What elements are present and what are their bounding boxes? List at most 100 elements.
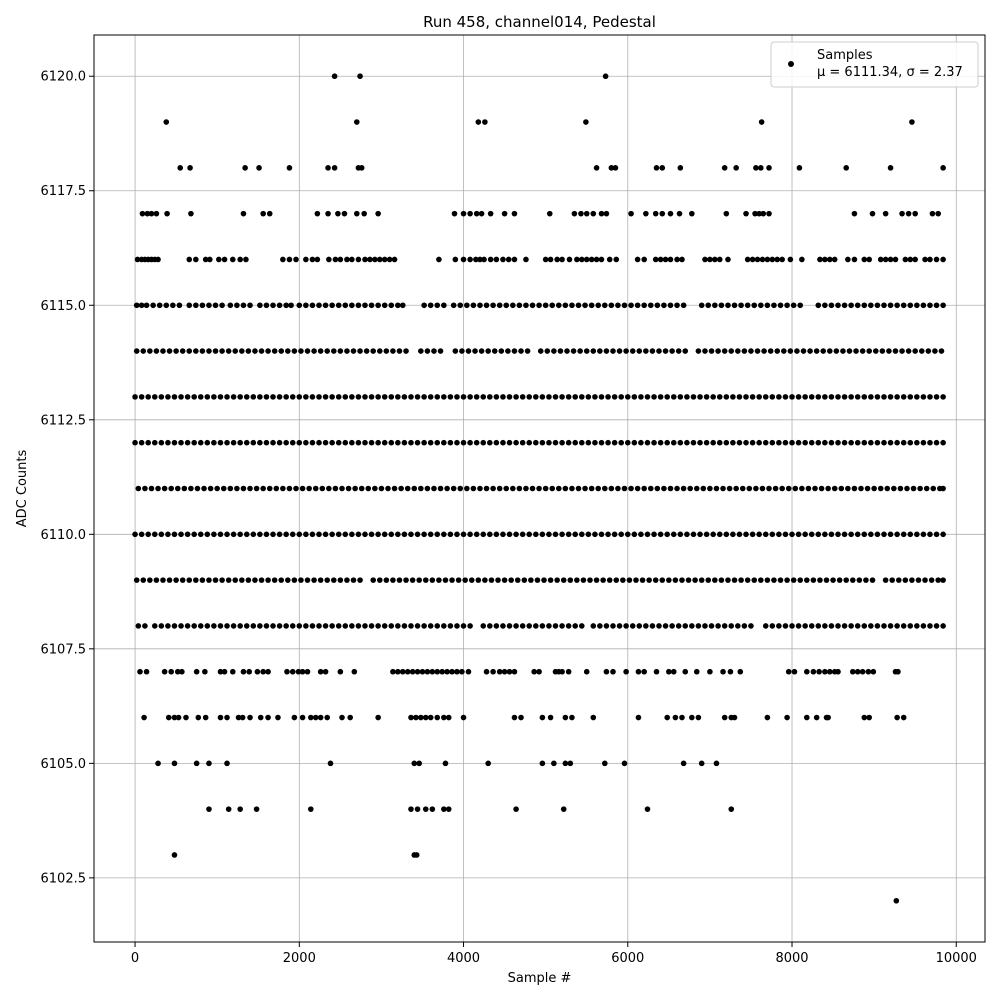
data-point [133,348,140,354]
data-point [815,302,822,309]
data-point [191,531,197,538]
data-point [454,394,460,400]
data-point [224,714,230,721]
data-point [705,577,712,583]
data-point [902,577,909,583]
data-point [895,668,901,675]
data-point [342,394,349,400]
data-point [434,623,441,629]
data-point [564,348,570,354]
data-point [138,531,145,538]
data-point [667,256,674,263]
data-point [455,577,462,583]
data-point [408,714,414,721]
data-point [247,302,253,309]
data-point [789,439,795,446]
data-point [174,485,181,492]
data-point [408,531,414,538]
data-point [861,714,868,721]
data-point [822,439,828,446]
data-point [229,668,236,675]
data-point [825,485,831,492]
data-point [252,577,258,583]
data-point [822,302,828,309]
data-point [769,394,776,400]
data-point [578,210,584,217]
data-point [523,256,529,263]
data-point [841,623,848,629]
data-point [570,348,577,354]
data-point [598,439,605,446]
data-point [414,668,421,675]
data-point [674,256,680,263]
data-point [835,668,841,675]
data-point [758,165,764,171]
data-point [206,256,213,263]
data-point [771,577,777,583]
data-point [861,394,868,400]
data-point [835,439,841,446]
data-point [895,577,902,583]
data-point [863,577,869,583]
data-point [197,439,204,446]
data-point [595,485,602,492]
data-point [186,302,193,309]
data-point [677,439,684,446]
data-point [874,623,881,629]
data-point [841,394,848,400]
data-point [493,623,500,629]
data-point [303,623,309,629]
data-point [191,394,197,400]
data-point [854,623,861,629]
data-point [539,439,546,446]
data-point [275,714,281,721]
data-point [434,531,441,538]
data-point [728,348,735,354]
data-point [473,210,480,217]
data-point [171,439,178,446]
data-point [815,439,822,446]
data-point [424,668,431,675]
data-point [240,210,247,217]
data-point [690,394,697,400]
data-point [276,623,283,629]
data-point [395,623,401,629]
data-point [276,302,283,309]
legend-label: Samples [817,48,873,63]
data-point [769,256,776,263]
data-point [151,531,158,538]
data-point [201,485,207,492]
data-point [531,668,537,675]
data-point [324,577,331,583]
data-point [712,577,718,583]
data-point [202,256,209,263]
data-point [316,439,322,446]
y-tick-label: 6117.5 [41,184,87,199]
data-point [593,165,600,171]
data-point [467,623,473,629]
data-point [429,668,436,675]
data-point [677,394,684,400]
data-point [874,394,881,400]
data-point [580,577,587,583]
data-point [820,348,827,354]
data-point [278,348,285,354]
data-point [454,531,460,538]
data-point [493,531,500,538]
data-point [659,577,666,583]
data-point [337,668,344,675]
data-point [643,348,649,354]
data-point [766,485,772,492]
data-point [920,439,927,446]
data-point [142,485,148,492]
data-point [848,623,854,629]
data-point [193,577,199,583]
data-point [767,348,774,354]
data-point [894,394,900,400]
data-point [661,302,667,309]
data-point [805,485,812,492]
data-point [151,394,158,400]
data-point [592,394,598,400]
data-point [234,302,240,309]
data-point [539,394,546,400]
